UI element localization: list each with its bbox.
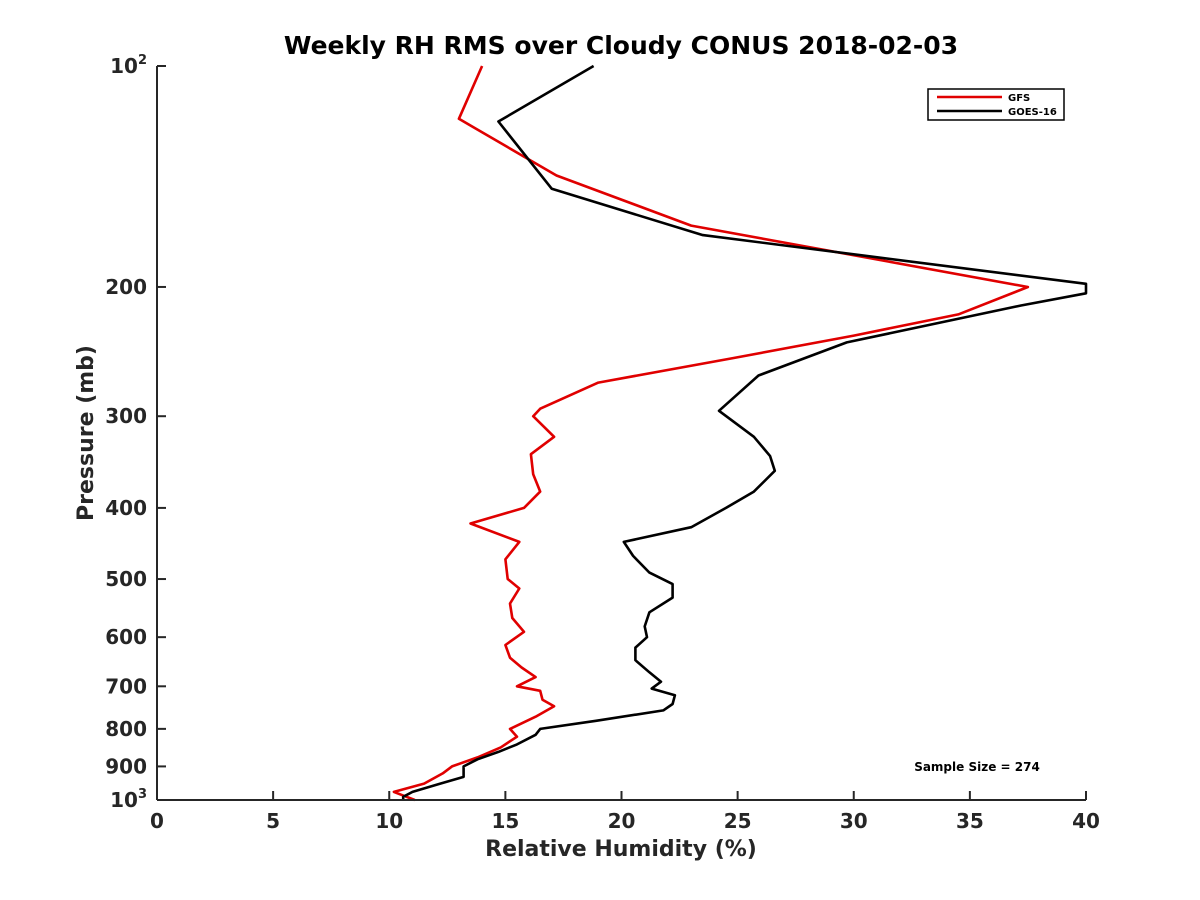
x-tick-label: 10 <box>375 809 403 833</box>
axis-ticks: 0 5 10 15 20 25 30 35 40 102 200 300 400 500 600 700 800… <box>105 53 1100 833</box>
y-tick-label: 800 <box>105 717 147 741</box>
y-tick-label: 600 <box>105 625 147 649</box>
legend-label-goes16: GOES-16 <box>1008 107 1057 118</box>
series-line-gfs <box>392 65 1030 802</box>
y-tick-label: 900 <box>105 754 147 778</box>
y-tick-label: 300 <box>105 404 147 428</box>
series-line-goes16 <box>401 64 1088 800</box>
x-tick-label: 20 <box>608 809 636 833</box>
x-tick-label: 40 <box>1072 809 1100 833</box>
x-tick-label: 30 <box>840 809 868 833</box>
y-tick-label: 200 <box>105 275 147 299</box>
y-tick-label: 102 <box>110 53 147 78</box>
x-tick-label: 35 <box>956 809 984 833</box>
series-lines <box>392 64 1088 802</box>
legend-box <box>927 88 1065 121</box>
sample-size-annotation: Sample Size = 274 <box>914 760 1040 774</box>
legend-label-gfs: GFS <box>1008 93 1030 104</box>
y-axis-label: Pressure (mb) <box>74 345 99 521</box>
x-tick-label: 25 <box>724 809 752 833</box>
chart-title: Weekly RH RMS over Cloudy CONUS 2018-02-… <box>284 31 958 60</box>
y-tick-label: 500 <box>105 567 147 591</box>
y-tick-label: 103 <box>110 787 147 812</box>
x-tick-label: 15 <box>491 809 519 833</box>
y-tick-label: 400 <box>105 496 147 520</box>
x-axis-label: Relative Humidity (%) <box>485 837 757 862</box>
legend: GFS GOES-16 <box>927 88 1065 121</box>
y-tick-label: 700 <box>105 674 147 698</box>
x-tick-label: 5 <box>266 809 280 833</box>
x-tick-label: 0 <box>150 809 164 833</box>
